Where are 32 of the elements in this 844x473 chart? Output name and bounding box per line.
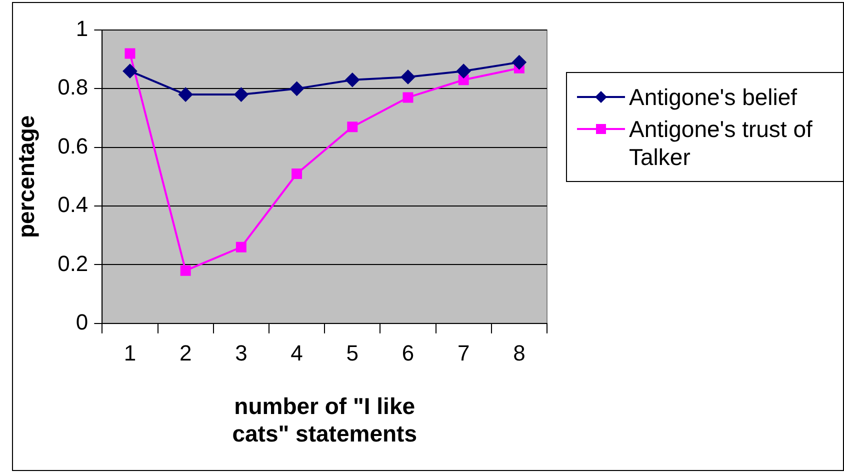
x-tick-label: 1 <box>124 340 136 366</box>
point <box>512 55 526 70</box>
point <box>178 88 193 102</box>
y-tick-label: 1 <box>76 16 88 42</box>
y-tick-label: 0.8 <box>58 74 88 100</box>
y-tick-label: 0 <box>76 309 88 334</box>
point <box>180 265 191 276</box>
point <box>400 70 415 84</box>
point <box>456 64 471 78</box>
x-tick-label: 6 <box>402 340 414 366</box>
point <box>402 92 414 103</box>
y-axis-title: percentage <box>13 115 40 238</box>
x-tick-label: 4 <box>290 340 303 366</box>
point <box>236 242 246 252</box>
point <box>347 122 358 132</box>
x-tick-label: 2 <box>179 340 192 366</box>
point <box>234 88 248 102</box>
legend-label: Antigone's trust of Talker <box>629 115 814 171</box>
y-tick-label: 0.6 <box>58 133 88 158</box>
point <box>292 168 302 180</box>
point <box>124 48 136 59</box>
point <box>290 82 304 96</box>
x-tick-label: 7 <box>457 340 470 366</box>
x-tick-label: 8 <box>513 340 526 366</box>
point <box>345 72 360 87</box>
y-tick-label: 0.2 <box>58 250 88 276</box>
legend-label: Antigone's belief <box>629 83 798 111</box>
point <box>122 64 137 78</box>
x-axis-title: number of "I like cats" statements <box>232 392 417 447</box>
x-tick-label: 3 <box>235 340 248 366</box>
y-tick-label: 0.4 <box>58 192 88 218</box>
x-tick-label: 5 <box>346 340 359 366</box>
